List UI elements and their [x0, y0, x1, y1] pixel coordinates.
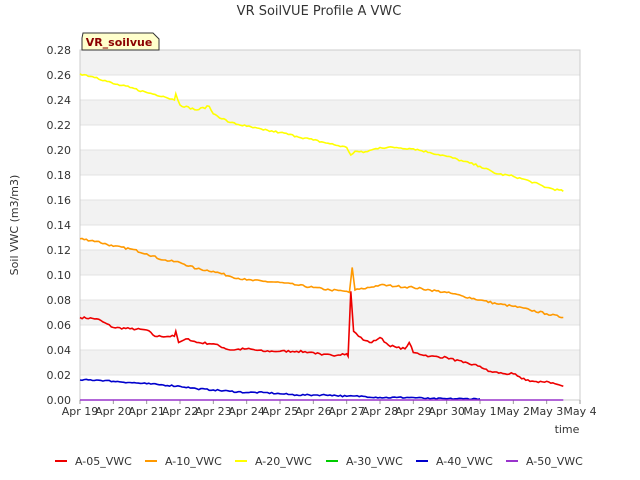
y-tick-label: 0.04 [47, 344, 72, 357]
x-tick-label: Apr 28 [362, 405, 399, 418]
y-tick-label: 0.24 [47, 94, 72, 107]
y-axis-title: Soil VWC (m3/m3) [8, 175, 21, 276]
series-line-a-20-vwc [79, 73, 564, 192]
y-tick-label: 0.26 [47, 69, 72, 82]
x-tick-label: Apr 26 [295, 405, 332, 418]
site-label-text: VR_soilvue [86, 36, 153, 49]
x-tick-label: Apr 19 [62, 405, 99, 418]
grid-band [80, 75, 580, 100]
y-tick-label: 0.02 [47, 369, 72, 382]
y-tick-label: 0.00 [47, 394, 72, 407]
x-tick-label: May 3 [530, 405, 563, 418]
chart-title: VR SoilVUE Profile A VWC [237, 4, 402, 19]
grid-band [80, 100, 580, 125]
grid-band [80, 175, 580, 200]
grid-band [80, 225, 580, 250]
x-tick-label: May 4 [563, 405, 596, 418]
legend-label: A-10_VWC [165, 455, 222, 468]
grid-band [80, 250, 580, 275]
grid-band [80, 275, 580, 300]
y-tick-label: 0.10 [47, 269, 72, 282]
series-line-a-40-vwc [79, 378, 481, 401]
legend-label: A-30_VWC [346, 455, 403, 468]
plot-background [80, 49, 580, 401]
y-tick-label: 0.08 [47, 294, 72, 307]
legend: A-05_VWC A-10_VWC A-20_VWC A-30_VWC A-40_VWC… [55, 455, 583, 468]
x-tick-label: May 2 [497, 405, 530, 418]
x-axis-title: time [555, 423, 580, 436]
y-tick-label: 0.18 [47, 169, 72, 182]
legend-label: A-50_VWC [526, 455, 583, 468]
x-tick-label: Apr 21 [128, 405, 165, 418]
x-tick-label: Apr 25 [262, 405, 299, 418]
x-tick-label: Apr 23 [195, 405, 232, 418]
grid-band [80, 375, 580, 400]
x-tick-label: Apr 22 [162, 405, 199, 418]
y-tick-label: 0.14 [47, 219, 72, 232]
y-tick-label: 0.16 [47, 194, 72, 207]
x-tick-label: Apr 27 [328, 405, 365, 418]
site-label-badge: VR_soilvue [81, 32, 160, 51]
site-label-box [81, 32, 160, 51]
x-tick-label: Apr 29 [395, 405, 432, 418]
legend-label: A-05_VWC [75, 455, 132, 468]
series-line-a-05-vwc [79, 291, 564, 388]
y-tick-label: 0.22 [47, 119, 72, 132]
x-tick-label: Apr 24 [228, 405, 265, 418]
grid-band [80, 150, 580, 175]
legend-label: A-40_VWC [436, 455, 493, 468]
y-tick-label: 0.12 [47, 244, 72, 257]
y-tick-label: 0.28 [47, 44, 72, 57]
grid-band [80, 125, 580, 150]
y-tick-label: 0.20 [47, 144, 72, 157]
y-axis: 0.00 0.02 0.04 0.06 0.08 0.10 0.12 0.14 0.16 0.18… [47, 44, 72, 407]
x-tick-label: Apr 20 [95, 405, 132, 418]
legend-label: A-20_VWC [255, 455, 312, 468]
series-line-a-10-vwc [79, 237, 564, 319]
series-lines [79, 73, 564, 401]
x-tick-label: Apr 30 [428, 405, 465, 418]
grid-band [80, 325, 580, 350]
y-tick-label: 0.06 [47, 319, 72, 332]
grid-band [80, 50, 580, 75]
grid-band [80, 200, 580, 225]
x-tick-label: May 1 [463, 405, 496, 418]
